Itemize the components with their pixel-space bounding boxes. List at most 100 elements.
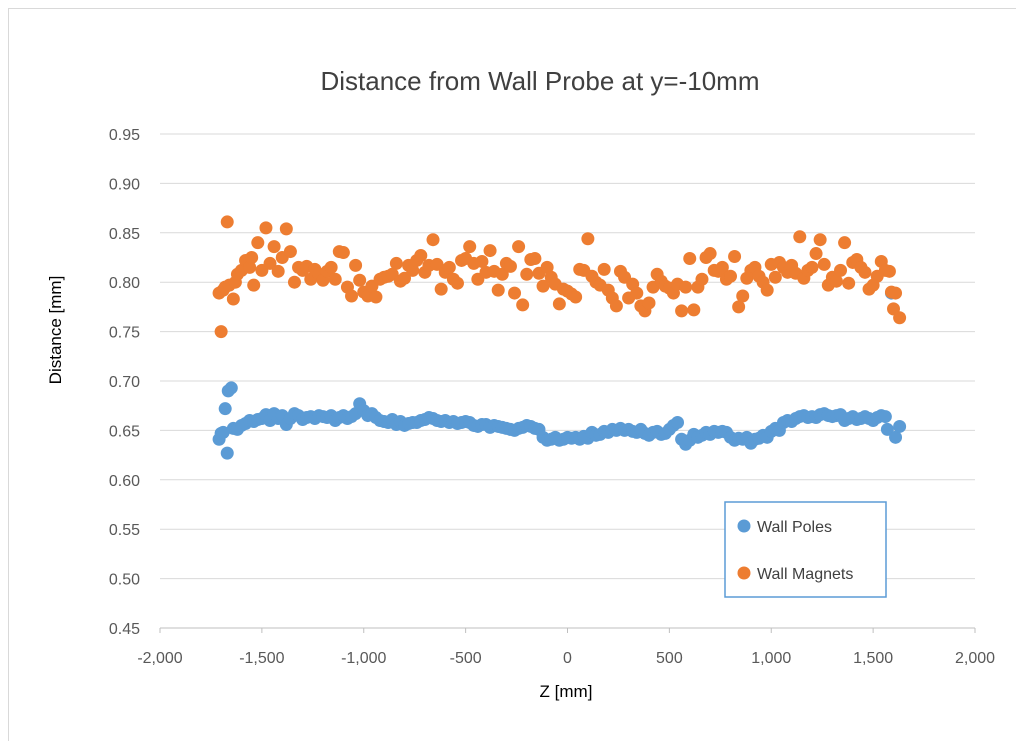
y-tick-label: 0.90 bbox=[109, 176, 140, 193]
data-point bbox=[271, 264, 285, 278]
data-point bbox=[430, 257, 444, 271]
data-point bbox=[503, 259, 517, 273]
data-point bbox=[398, 271, 411, 285]
data-point bbox=[889, 430, 903, 444]
data-point bbox=[528, 251, 542, 265]
data-point bbox=[267, 240, 281, 254]
data-point bbox=[283, 245, 297, 259]
data-point bbox=[569, 290, 583, 304]
x-tick-label: -1,000 bbox=[341, 650, 386, 667]
data-point bbox=[858, 265, 872, 279]
data-point bbox=[450, 276, 464, 290]
data-point bbox=[609, 299, 623, 313]
data-point bbox=[226, 292, 240, 306]
data-point bbox=[245, 251, 259, 264]
data-point bbox=[369, 290, 383, 304]
data-point bbox=[263, 256, 277, 270]
series-wall-poles bbox=[212, 286, 907, 460]
data-point bbox=[512, 240, 526, 254]
data-point bbox=[540, 260, 554, 274]
data-point bbox=[724, 269, 737, 283]
data-point bbox=[838, 236, 852, 250]
data-point bbox=[642, 296, 656, 310]
data-point bbox=[414, 249, 428, 263]
y-tick-label: 0.65 bbox=[109, 423, 140, 440]
data-point bbox=[328, 272, 342, 286]
y-tick-label: 0.55 bbox=[109, 522, 140, 539]
y-axis-ticks: 0.45 0.50 0.55 0.60 0.65 0.70 0.75 0.80 0.85 0.90… bbox=[109, 127, 140, 638]
data-point bbox=[882, 264, 896, 278]
y-tick-label: 0.80 bbox=[109, 275, 140, 292]
data-point bbox=[581, 232, 595, 246]
data-point bbox=[736, 289, 750, 303]
data-point bbox=[279, 222, 293, 236]
series-wall-magnets bbox=[212, 215, 907, 339]
chart-frame bbox=[8, 8, 1016, 741]
x-tick-label: 2,000 bbox=[955, 650, 995, 667]
data-point bbox=[426, 233, 440, 247]
data-point bbox=[406, 263, 420, 277]
data-point bbox=[389, 256, 403, 270]
x-axis-title: Z [mm] bbox=[540, 682, 593, 701]
data-point bbox=[495, 267, 509, 281]
x-tick-label: 1,500 bbox=[853, 650, 893, 667]
y-tick-label: 0.85 bbox=[109, 226, 140, 243]
data-point bbox=[247, 278, 261, 292]
data-point bbox=[728, 250, 742, 264]
data-point bbox=[878, 410, 892, 424]
data-point bbox=[243, 260, 257, 274]
y-tick-label: 0.95 bbox=[109, 127, 140, 144]
data-point bbox=[349, 258, 363, 272]
data-point bbox=[809, 247, 823, 261]
y-tick-label: 0.70 bbox=[109, 374, 140, 391]
data-point bbox=[434, 282, 448, 296]
legend-marker-wall-magnets bbox=[737, 566, 751, 580]
data-point bbox=[703, 247, 717, 261]
y-tick-label: 0.60 bbox=[109, 473, 140, 490]
legend: Wall Poles Wall Magnets bbox=[724, 501, 887, 598]
legend-marker-wall-poles bbox=[737, 519, 751, 533]
data-point bbox=[220, 215, 234, 229]
data-point bbox=[491, 283, 505, 297]
data-point bbox=[817, 257, 831, 271]
data-point bbox=[475, 254, 489, 268]
data-point bbox=[536, 279, 550, 293]
x-tick-label: -2,000 bbox=[137, 650, 182, 667]
data-point bbox=[715, 260, 729, 274]
data-point bbox=[353, 273, 367, 287]
x-tick-label: 500 bbox=[656, 650, 683, 667]
data-point bbox=[218, 402, 232, 416]
data-point bbox=[829, 274, 843, 288]
legend-box bbox=[724, 501, 887, 598]
data-point bbox=[345, 289, 359, 303]
data-point bbox=[695, 272, 709, 286]
data-point bbox=[630, 286, 644, 300]
data-point bbox=[259, 221, 273, 235]
data-point bbox=[805, 260, 819, 274]
data-point bbox=[214, 325, 228, 339]
data-point bbox=[287, 275, 301, 289]
data-point bbox=[220, 446, 234, 460]
data-point bbox=[760, 283, 774, 297]
data-point bbox=[508, 286, 522, 300]
data-point bbox=[324, 260, 338, 274]
x-axis-ticks: -2,000 -1,500 -1,000 -500 0 500 1,000 1,500 2,00… bbox=[137, 628, 995, 667]
data-point bbox=[813, 233, 827, 247]
data-point bbox=[683, 251, 697, 265]
data-point bbox=[768, 270, 782, 284]
data-point bbox=[463, 240, 477, 254]
data-point bbox=[216, 425, 230, 439]
data-points bbox=[212, 215, 907, 460]
data-point bbox=[893, 419, 907, 433]
data-point bbox=[520, 267, 534, 281]
data-point bbox=[834, 263, 848, 277]
chart-title: Distance from Wall Probe at y=-10mm bbox=[320, 66, 759, 96]
x-tick-label: 0 bbox=[563, 650, 572, 667]
data-point bbox=[516, 298, 530, 312]
data-point bbox=[483, 244, 497, 258]
data-point bbox=[251, 236, 265, 250]
legend-label-wall-magnets: Wall Magnets bbox=[757, 566, 853, 583]
data-point bbox=[793, 230, 807, 244]
data-point bbox=[893, 311, 907, 325]
